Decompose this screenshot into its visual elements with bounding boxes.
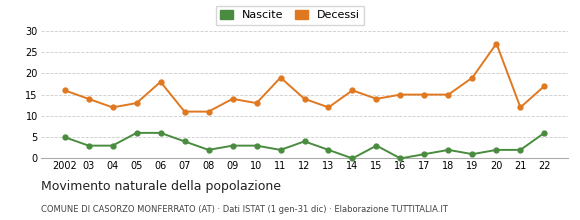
Legend: Nascite, Decessi: Nascite, Decessi: [216, 6, 364, 25]
Text: Movimento naturale della popolazione: Movimento naturale della popolazione: [41, 180, 281, 193]
Text: COMUNE DI CASORZO MONFERRATO (AT) · Dati ISTAT (1 gen-31 dic) · Elaborazione TUT: COMUNE DI CASORZO MONFERRATO (AT) · Dati…: [41, 205, 448, 214]
